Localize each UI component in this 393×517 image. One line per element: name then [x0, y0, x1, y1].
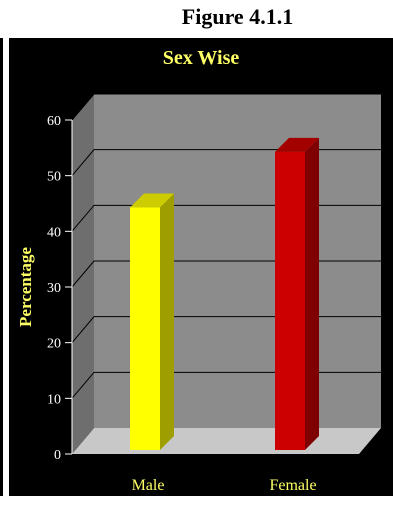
y-tick-label: 0 [54, 448, 61, 463]
x-tick-label: Female [269, 477, 316, 494]
figure-label: Figure 4.1.1 [181, 4, 294, 29]
bar-top-female [275, 137, 319, 152]
chart-panel: Sex Wise 0 10 20 30 40 50 60 Percentage Male Fema… [9, 38, 393, 496]
chart-title: Sex Wise [162, 47, 240, 69]
chart-plot: 0 10 20 30 40 50 60 Percentage Male Female [16, 93, 381, 494]
y-tick-label: 40 [47, 225, 61, 240]
left-border-line [0, 38, 3, 496]
y-tick-label: 50 [47, 170, 61, 185]
bar-side-female [305, 137, 319, 450]
bar-female [275, 151, 305, 450]
bar-side-male [160, 193, 174, 450]
gridline [71, 93, 381, 121]
y-tick-label: 30 [47, 281, 61, 296]
chart-floor [72, 428, 381, 454]
y-tick-label: 20 [47, 337, 61, 352]
bar-top-male [130, 193, 174, 208]
y-tick-label: 10 [47, 392, 61, 407]
x-tick-label: Male [132, 477, 165, 494]
y-tick-label: 60 [47, 114, 61, 129]
bar-male [130, 207, 160, 450]
y-axis-title: Percentage [16, 247, 35, 327]
